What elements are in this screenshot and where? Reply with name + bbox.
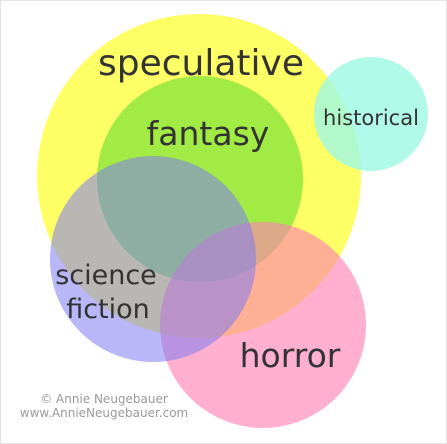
- horror-label: horror: [240, 336, 341, 375]
- fiction-label: fiction: [66, 294, 150, 325]
- website-text: www.AnnieNeugebauer.com: [20, 406, 189, 420]
- historical-circle: [314, 57, 428, 171]
- science-label: science: [55, 260, 157, 291]
- historical-label: historical: [323, 106, 419, 130]
- fantasy-label: fantasy: [147, 114, 270, 153]
- speculative-label: speculative: [98, 43, 304, 84]
- science-fiction-circle: [50, 156, 256, 362]
- copyright-text: © Annie Neugebauer: [40, 392, 168, 406]
